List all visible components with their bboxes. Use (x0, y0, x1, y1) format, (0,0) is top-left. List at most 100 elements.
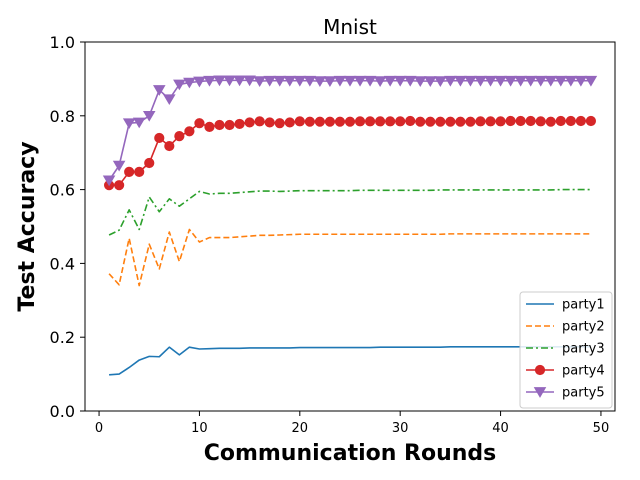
y-tick-label: 0.6 (50, 181, 75, 200)
data-point-party4 (555, 115, 566, 127)
x-tick-label: 0 (95, 421, 103, 436)
y-tick-label: 0.4 (50, 254, 75, 273)
legend-label-party4: party4 (562, 364, 605, 379)
data-point-party5 (544, 75, 558, 87)
legend-marker-party5 (533, 387, 547, 398)
data-point-party4 (505, 115, 516, 127)
data-point-party5 (474, 75, 487, 87)
data-point-party5 (233, 75, 246, 87)
data-point-party4 (585, 115, 597, 127)
data-point-party4 (405, 115, 416, 127)
legend-label-party3: party3 (562, 342, 605, 357)
data-point-party4 (485, 116, 496, 127)
series-layer (102, 75, 598, 376)
data-point-party5 (343, 75, 357, 87)
data-point-party4 (294, 116, 305, 127)
data-point-party4 (385, 116, 396, 127)
y-tick-label: 0.0 (50, 402, 75, 421)
data-point-party5 (393, 75, 407, 87)
data-point-party5 (142, 110, 156, 122)
data-point-party4 (575, 115, 586, 127)
data-point-party4 (565, 115, 576, 127)
data-point-party4 (244, 117, 255, 128)
x-tick-label: 10 (191, 421, 208, 436)
data-point-party4 (234, 118, 245, 130)
data-point-party4 (435, 116, 446, 127)
data-point-party5 (444, 75, 457, 87)
series-line-party1 (109, 345, 591, 376)
data-point-party5 (283, 75, 297, 87)
series-line-party3 (108, 188, 591, 236)
data-point-party5 (514, 75, 527, 87)
data-point-party4 (124, 166, 135, 177)
series-line-party2 (108, 228, 591, 287)
data-point-party5 (293, 75, 307, 87)
data-point-party4 (375, 116, 386, 127)
data-point-party4 (495, 116, 506, 127)
data-point-party5 (584, 75, 598, 87)
data-point-party5 (203, 75, 216, 87)
data-point-party5 (223, 75, 236, 87)
series-party2 (108, 228, 591, 287)
x-tick-label: 40 (492, 421, 509, 436)
data-point-party5 (263, 75, 276, 87)
data-point-party5 (353, 75, 367, 87)
data-point-party4 (264, 117, 275, 128)
data-point-party5 (303, 75, 317, 87)
data-point-party5 (183, 77, 196, 89)
data-point-party5 (383, 75, 397, 87)
data-point-party5 (413, 76, 427, 87)
legend-box (519, 291, 613, 409)
series-line-party4 (109, 120, 591, 186)
chart-title: Mnist (323, 15, 377, 39)
data-point-party4 (224, 119, 235, 131)
data-point-party4 (425, 116, 436, 127)
data-point-party4 (214, 119, 225, 131)
x-tick-label: 50 (593, 421, 610, 436)
data-point-party5 (323, 76, 337, 87)
data-point-party4 (525, 115, 536, 127)
data-point-party5 (524, 75, 537, 87)
data-point-party4 (415, 116, 426, 127)
y-tick-label: 0.2 (50, 328, 75, 347)
x-tick-label: 20 (292, 421, 309, 436)
series-party5 (102, 75, 598, 187)
data-point-party4 (304, 116, 315, 127)
data-point-party4 (515, 115, 526, 127)
data-point-party4 (284, 117, 295, 128)
data-point-party4 (354, 116, 366, 127)
data-point-party5 (564, 75, 578, 87)
data-point-party5 (132, 117, 146, 129)
data-point-party4 (475, 116, 486, 127)
legend-marker-party4 (534, 364, 546, 376)
data-point-party4 (254, 116, 265, 127)
legend-label-party2: party2 (562, 320, 605, 335)
x-axis-title: Communication Rounds (204, 441, 497, 466)
data-point-party4 (174, 130, 185, 142)
data-point-party4 (465, 116, 476, 127)
data-point-party5 (213, 75, 226, 87)
data-point-party4 (545, 116, 556, 127)
data-point-party5 (574, 75, 588, 87)
data-point-party5 (163, 94, 176, 106)
data-point-party4 (535, 116, 546, 127)
data-point-party4 (164, 140, 175, 152)
data-point-party5 (363, 75, 377, 87)
data-point-party5 (554, 75, 568, 87)
data-point-party4 (395, 116, 406, 127)
data-point-party5 (504, 75, 517, 87)
data-point-party5 (273, 75, 287, 87)
data-point-party5 (243, 75, 256, 87)
data-point-party5 (153, 85, 166, 96)
data-point-party4 (134, 166, 145, 177)
data-point-party4 (144, 157, 155, 169)
data-point-party5 (534, 75, 547, 87)
y-axis-title: Test Accuracy (15, 141, 40, 311)
data-point-party4 (154, 132, 165, 144)
data-point-party5 (122, 118, 136, 130)
x-tick-label: 30 (392, 421, 409, 436)
y-tick-label: 0.8 (50, 107, 75, 126)
data-point-party5 (434, 76, 447, 87)
data-point-party5 (494, 75, 507, 87)
